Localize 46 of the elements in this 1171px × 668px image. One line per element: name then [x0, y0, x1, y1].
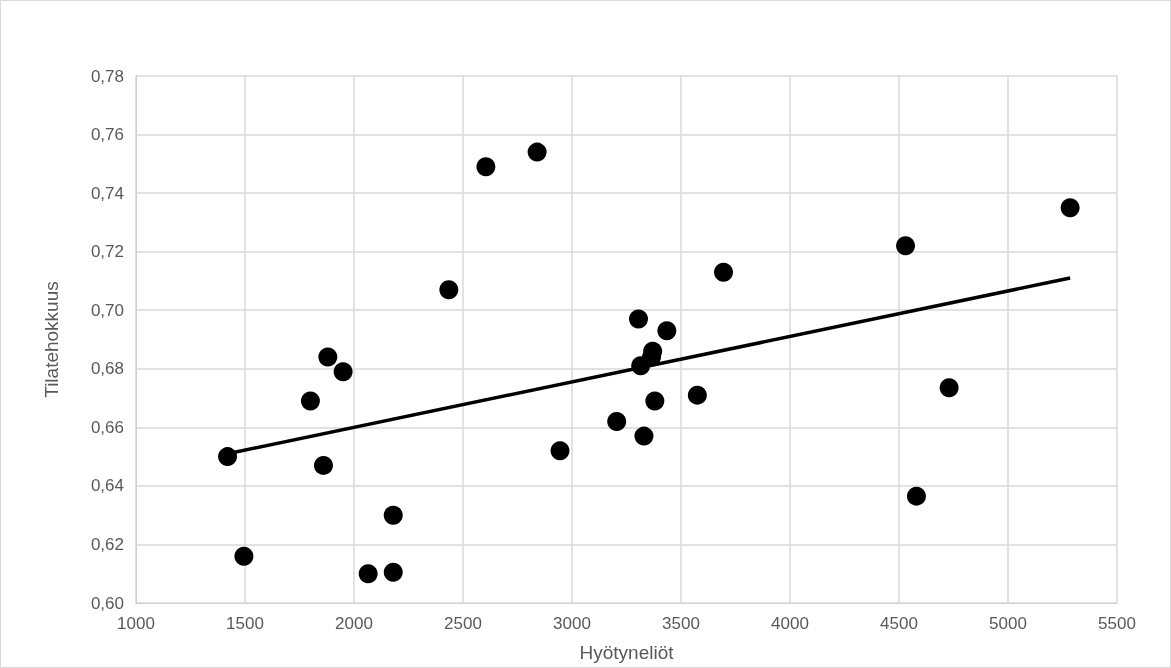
y-tick-label: 0,76: [90, 125, 124, 145]
point: [318, 347, 338, 367]
point: [906, 486, 926, 506]
y-tick-label: 0,64: [90, 476, 124, 496]
y-tick-label: 0,68: [90, 359, 124, 379]
point: [550, 441, 570, 461]
point: [476, 157, 496, 177]
x-tick-label: 5000: [989, 614, 1027, 633]
point: [383, 562, 403, 582]
point: [645, 391, 665, 411]
x-tick-label: 4500: [880, 614, 918, 633]
y-tick-label: 0,66: [90, 417, 124, 437]
point: [333, 362, 353, 382]
y-tick-label: 0,78: [90, 66, 124, 86]
point: [300, 391, 320, 411]
x-tick-label: 3500: [662, 614, 700, 633]
point: [896, 236, 916, 256]
y-tick-label: 0,70: [90, 300, 124, 320]
x-tick-label: 1000: [117, 614, 155, 633]
point: [1060, 198, 1080, 218]
x-tick-label: 4000: [771, 614, 809, 633]
y-tick-label: 0,72: [90, 242, 124, 262]
point: [687, 385, 707, 405]
y-tick-label: 0,62: [90, 534, 124, 554]
y-tick-label: 0,60: [90, 593, 124, 613]
point: [314, 455, 333, 475]
point: [607, 411, 627, 431]
point: [439, 280, 459, 300]
x-axis-title: Hyötyneliöt: [579, 642, 675, 663]
point: [634, 426, 654, 446]
point: [629, 309, 648, 329]
point: [358, 564, 378, 584]
x-tick-label: 3000: [553, 614, 591, 633]
point: [527, 142, 547, 162]
point: [657, 321, 677, 341]
x-tick-label: 1500: [226, 614, 264, 633]
y-tick-label: 0,74: [90, 183, 124, 203]
x-tick-label: 2000: [335, 614, 373, 633]
point: [234, 546, 254, 566]
point: [714, 262, 734, 282]
point: [383, 505, 403, 525]
x-tick-label: 2500: [444, 614, 482, 633]
point: [939, 378, 959, 398]
y-axis-title: Tilatehokkuus: [41, 281, 62, 398]
point: [218, 447, 238, 467]
x-tick-label: 5500: [1098, 614, 1136, 633]
